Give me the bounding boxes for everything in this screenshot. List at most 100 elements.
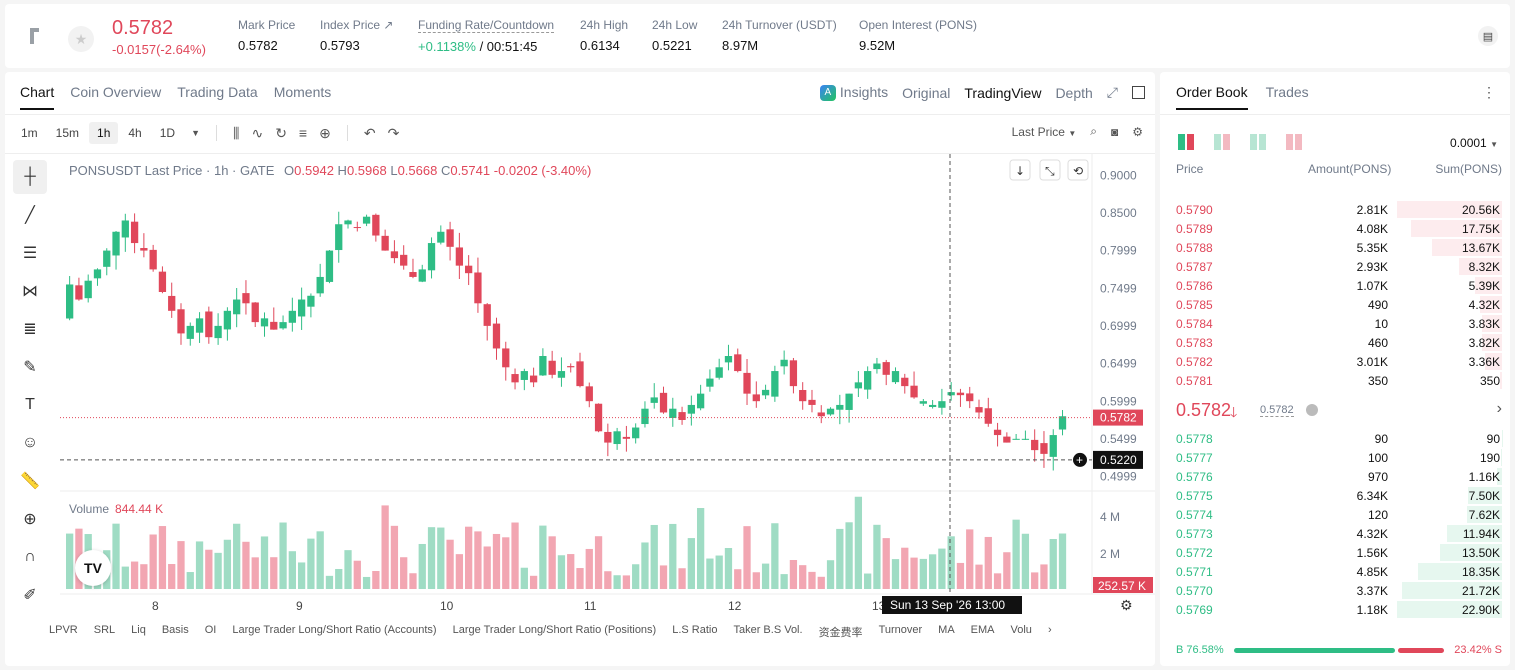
candle-body [613,431,621,445]
book-icon[interactable]: ▤ [1478,26,1498,46]
bid-row[interactable]: 0.5771 4.85K 18.35K [1160,562,1510,581]
precision-select[interactable]: 0.0001 ▼ [1450,136,1498,150]
view-asks-icon[interactable] [1286,134,1302,150]
chevron-right-icon[interactable]: › [1047,624,1052,636]
ask-row[interactable]: 0.5786 1.07K 5.39K [1160,276,1510,295]
more-icon[interactable]: ⋮ [1482,84,1496,100]
volume-bar [947,536,955,589]
bid-row[interactable]: 0.5772 1.56K 13.50K [1160,543,1510,562]
candle-body [919,401,927,404]
indicator-funding-rate[interactable]: 资金费率 [818,627,863,639]
camera-icon[interactable]: ◙ [1110,124,1119,139]
favorite-star-icon[interactable]: ★ [68,26,94,52]
ask-row[interactable]: 0.5784 10 3.83K [1160,314,1510,333]
ask-row[interactable]: 0.5783 460 3.82K [1160,333,1510,352]
indicator-taker-vol[interactable]: Taker B.S Vol. [733,624,803,636]
fullscreen-icon[interactable] [1132,86,1145,100]
tab-trades[interactable]: Trades [1265,84,1309,100]
tradingview-logo[interactable]: TV [75,550,111,586]
templates-icon[interactable]: ≡ [298,125,308,141]
indicator-volume[interactable]: Volu [1010,624,1032,636]
indicator-srl[interactable]: SRL [93,624,116,636]
tab-coin-overview[interactable]: Coin Overview [70,84,162,100]
pattern-icon[interactable]: ⋈ [22,283,38,300]
bid-row[interactable]: 0.5775 6.34K 7.50K [1160,486,1510,505]
candle-type-icon[interactable]: ⫼ [233,124,240,141]
view-mixed-icon[interactable] [1214,134,1230,150]
tab-depth[interactable]: Depth [1055,84,1093,101]
timeframe-4h[interactable]: 4h [128,126,142,140]
ask-row[interactable]: 0.5782 3.01K 3.36K [1160,352,1510,371]
volume-bar [771,523,779,589]
indicator-liq[interactable]: Liq [131,624,146,636]
bid-row[interactable]: 0.5777 100 190 [1160,448,1510,467]
indicator-ma[interactable]: MA [938,624,955,636]
row-sum: 22.90K [1461,603,1500,617]
timeframe-1d[interactable]: 1D [159,126,176,140]
text-icon[interactable]: T [25,396,35,413]
emoji-icon[interactable]: ☺ [21,434,39,451]
indicator-basis[interactable]: Basis [161,624,189,636]
row-sum: 17.75K [1461,222,1500,236]
indicator-oi[interactable]: OI [204,624,217,636]
indicators-icon[interactable]: ∿ [251,124,264,141]
trendline-icon[interactable]: ╱ [25,207,35,224]
expand-icon[interactable]: ⤢ [1106,84,1118,101]
stat-funding-rate[interactable]: Funding Rate/Countdown +0.1138% / 00:51:… [418,18,555,54]
timeframe-1m[interactable]: 1m [21,126,38,140]
ruler-icon[interactable]: 📏 [20,473,40,490]
tab-trading-data[interactable]: Trading Data [177,84,258,100]
chevron-down-icon[interactable]: ▼ [191,128,200,138]
indicator-lt-positions[interactable]: Large Trader Long/Short Ratio (Positions… [452,624,657,636]
tab-moments[interactable]: Moments [273,84,332,100]
chevron-right-icon[interactable]: › [1496,400,1502,417]
bid-row[interactable]: 0.5778 90 90 [1160,429,1510,448]
bid-row[interactable]: 0.5770 3.37K 21.72K [1160,581,1510,600]
settings-icon[interactable]: ⚙ [1132,124,1143,139]
horizontal-lines-icon[interactable]: ☰ [22,245,38,262]
timeframe-15m[interactable]: 15m [55,126,80,140]
tab-chart[interactable]: Chart [20,84,55,110]
indicator-ema[interactable]: EMA [970,624,995,636]
refresh-icon[interactable]: ↻ [275,124,287,141]
ask-row[interactable]: 0.5785 490 4.32K [1160,295,1510,314]
view-bids-icon[interactable] [1250,134,1266,150]
ask-row[interactable]: 0.5781 350 350 [1160,371,1510,390]
tab-tradingview[interactable]: TradingView [964,84,1042,101]
insights-button[interactable]: A Insights [819,84,888,102]
search-icon[interactable]: ⌕ [1090,124,1097,138]
fib-icon[interactable]: ≣ [23,321,37,338]
redo-icon[interactable]: ↷ [387,124,400,141]
ask-row[interactable]: 0.5790 2.81K 20.56K [1160,200,1510,219]
price-source-select[interactable]: Last Price ▼ [1012,125,1077,139]
ask-row[interactable]: 0.5787 2.93K 8.32K [1160,257,1510,276]
ask-row[interactable]: 0.5789 4.08K 17.75K [1160,219,1510,238]
tab-order-book[interactable]: Order Book [1176,84,1248,110]
indicator-turnover[interactable]: Turnover [878,624,923,636]
mark-price: 0.5782 [1260,404,1294,417]
ticker-header: ★ 0.5782 -0.0157(-2.64%) Mark Price 0.57… [5,4,1510,68]
indicator-ls-ratio[interactable]: L.S Ratio [672,624,718,636]
indicator-lpvr[interactable]: LPVR [49,624,78,636]
stat-index-price[interactable]: Index Price ↗ 0.5793 [320,18,393,53]
magnet-icon[interactable]: ∩ [24,548,36,565]
add-alert-icon[interactable]: ⊕ [319,124,331,141]
legend-close: 0.5741 [450,163,491,178]
bid-row[interactable]: 0.5773 4.32K 11.94K [1160,524,1510,543]
price-chart[interactable]: 0.9000 0.8500 0.7999 0.7499 0.6999 0.6499 0.59… [60,154,1155,614]
indicator-lt-accounts[interactable]: Large Trader Long/Short Ratio (Accounts) [232,624,437,636]
undo-icon[interactable]: ↶ [363,124,376,141]
brush-icon[interactable]: ✎ [23,359,37,376]
view-both-icon[interactable] [1178,134,1194,150]
zoom-in-icon[interactable]: ⊕ [23,511,37,528]
bid-row[interactable]: 0.5769 1.18K 22.90K [1160,600,1510,619]
row-amount: 1.56K [1356,546,1388,560]
bid-row[interactable]: 0.5774 120 7.62K [1160,505,1510,524]
bid-row[interactable]: 0.5776 970 1.16K [1160,467,1510,486]
crosshair-icon[interactable]: ┼ [13,160,47,194]
depth-bar [1479,296,1502,313]
edit-icon[interactable]: ✐ [23,587,37,604]
ask-row[interactable]: 0.5788 5.35K 13.67K [1160,238,1510,257]
timeframe-1h[interactable]: 1h [89,122,119,144]
tab-original[interactable]: Original [902,84,951,101]
